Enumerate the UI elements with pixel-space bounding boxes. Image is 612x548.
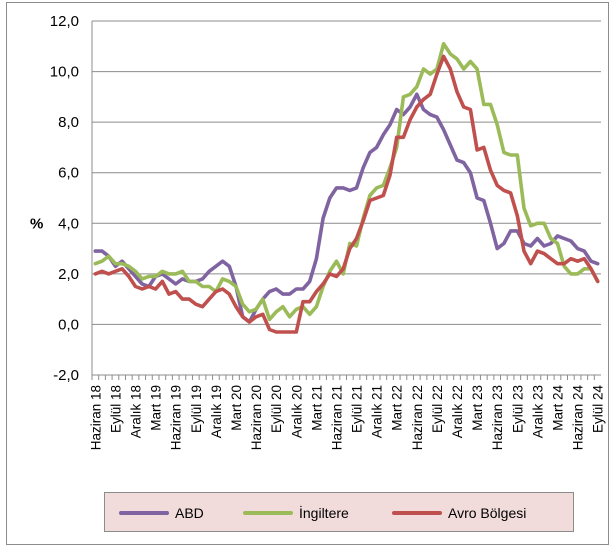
series-lines — [93, 41, 600, 334]
x-tick-label: Eylül 22 — [430, 385, 445, 433]
axes: % — [30, 21, 601, 380]
legend-label-abd: ABD — [175, 505, 204, 521]
x-tick-label: Aralık 21 — [370, 385, 385, 438]
line-chart: % -2,0 0,0 2,0 4,0 6,0 8,0 10,0 12,0 Haziran 18… — [30, 13, 606, 451]
series-line — [93, 54, 600, 334]
x-tick-label: Mart 24 — [551, 385, 566, 431]
legend-swatch-avro-bolgesi — [392, 511, 442, 515]
x-tick-label: Mart 20 — [229, 385, 244, 431]
x-tick-label: Eylül 23 — [510, 385, 525, 433]
x-tick-label: Haziran 21 — [330, 385, 345, 450]
x-tick-label: Aralık 22 — [450, 385, 465, 438]
y-axis-label: % — [30, 215, 43, 232]
x-tick-label: Eylül 19 — [189, 385, 204, 433]
y-tick-label: -2,0 — [53, 367, 79, 384]
gridlines — [92, 20, 601, 376]
legend-swatch-ingiltere — [243, 511, 293, 515]
y-tick-label: 0,0 — [58, 316, 79, 333]
x-tick-label: Haziran 23 — [490, 385, 505, 450]
legend-item-abd: ABD — [119, 504, 204, 522]
y-tick-label: 8,0 — [58, 114, 79, 131]
x-tick-label: Mart 19 — [149, 385, 164, 431]
x-tick-label: Haziran 18 — [88, 385, 103, 450]
legend: ABD İngiltere Avro Bölgesi — [104, 492, 574, 532]
legend-swatch-abd — [119, 511, 169, 515]
x-tick-label: Haziran 24 — [571, 385, 586, 451]
x-tick-label: Haziran 19 — [169, 385, 184, 450]
x-tick-label: Aralık 18 — [129, 385, 144, 438]
x-tick-label: Eylül 20 — [269, 385, 284, 433]
x-tick-label: Haziran 22 — [410, 385, 425, 450]
y-tick-labels: -2,0 0,0 2,0 4,0 6,0 8,0 10,0 12,0 — [50, 13, 79, 384]
y-tick-label: 10,0 — [50, 64, 79, 81]
y-tick-label: 2,0 — [58, 266, 79, 283]
x-tick-label: Mart 22 — [390, 385, 405, 431]
x-tick-label: Eylül 18 — [108, 385, 123, 433]
x-tick-label: Eylül 21 — [350, 385, 365, 433]
x-tick-label: Aralık 19 — [209, 385, 224, 438]
x-tick-label: Eylül 24 — [591, 385, 606, 434]
legend-item-avro-bolgesi: Avro Bölgesi — [392, 504, 526, 522]
x-tick-label: Aralık 23 — [530, 385, 545, 438]
chart-frame: % -2,0 0,0 2,0 4,0 6,0 8,0 10,0 12,0 Haziran 18… — [6, 2, 609, 545]
y-tick-label: 4,0 — [58, 215, 79, 232]
x-tick-labels: Haziran 18 Eylül 18 Aralık 18 Mart 19 Hazira… — [88, 385, 605, 451]
legend-label-avro-bolgesi: Avro Bölgesi — [448, 505, 527, 521]
x-tick-label: Mart 21 — [309, 385, 324, 431]
legend-label-ingiltere: İngiltere — [299, 505, 349, 521]
x-tick-label: Aralık 20 — [289, 385, 304, 438]
y-tick-label: 12,0 — [50, 13, 79, 30]
legend-item-ingiltere: İngiltere — [243, 504, 349, 522]
y-tick-label: 6,0 — [58, 165, 79, 182]
series-line — [93, 92, 600, 324]
x-tick-label: Haziran 20 — [249, 385, 264, 450]
x-tick-label: Mart 23 — [470, 385, 485, 431]
